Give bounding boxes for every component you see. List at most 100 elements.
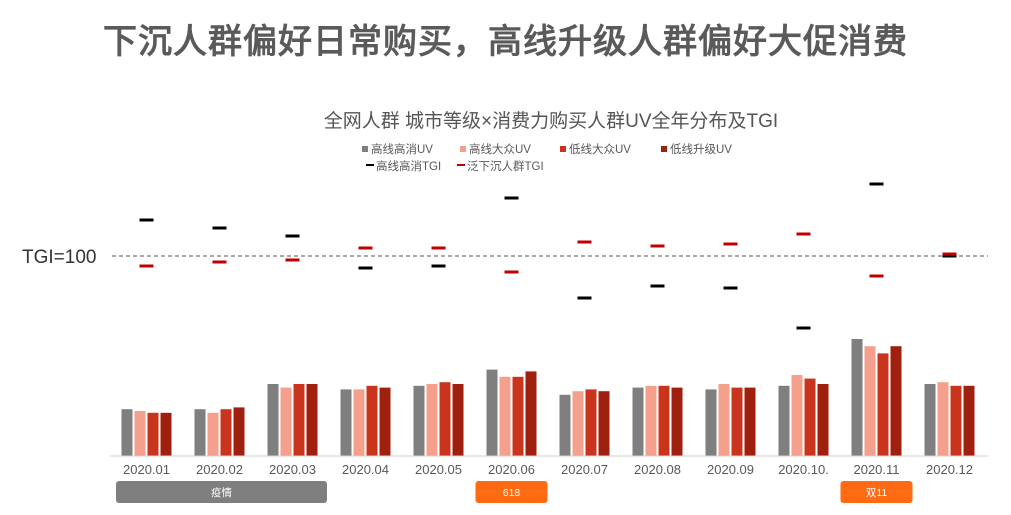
bar-2020.05-s2 bbox=[439, 382, 451, 456]
page-title: 下沉人群偏好日常购买，高线升级人群偏好大促消费 bbox=[103, 23, 908, 61]
x-tick-labels: 2020.01 2020.02 2020.03 2020.04 2020.05 2020.… bbox=[123, 462, 973, 477]
tgi-marker-2020.10.-s0 bbox=[796, 326, 811, 330]
tgi-marker-2020.11-s0 bbox=[869, 182, 884, 186]
bar-2020.02-s2 bbox=[220, 409, 232, 456]
bar-2020.09-s2 bbox=[731, 387, 743, 456]
tgi-marker-2020.05-s0 bbox=[431, 264, 446, 268]
tgi-marker-2020.09-s1 bbox=[723, 242, 738, 246]
bars-layer bbox=[121, 339, 975, 456]
x-tick-label: 2020.12 bbox=[926, 462, 973, 477]
tgi-marker-2020.04-s1 bbox=[358, 246, 373, 250]
legend-swatch-1 bbox=[460, 146, 466, 152]
legend-label-1: 高线大众UV bbox=[469, 142, 531, 156]
x-tick-label: 2020.02 bbox=[196, 462, 243, 477]
tgi-marker-2020.01-s0 bbox=[139, 218, 154, 222]
bar-2020.06-s3 bbox=[525, 371, 537, 456]
event-label-2: 双11 bbox=[866, 487, 888, 499]
tgi-marker-2020.02-s0 bbox=[212, 226, 227, 230]
tgi-marker-2020.10.-s1 bbox=[796, 232, 811, 236]
bar-2020.07-s2 bbox=[585, 389, 597, 456]
x-tick-label: 2020.01 bbox=[123, 462, 170, 477]
event-labels: 疫情 618 双11 bbox=[116, 481, 913, 503]
tgi-marker-2020.12-s0 bbox=[942, 254, 957, 258]
legend-label-0: 高线高消UV bbox=[371, 142, 433, 156]
bar-2020.11-s0 bbox=[851, 339, 863, 456]
x-tick-label: 2020.04 bbox=[342, 462, 389, 477]
tgi-marker-2020.02-s1 bbox=[212, 260, 227, 264]
legend-label-3: 低线升级UV bbox=[670, 142, 732, 156]
event-box-1 bbox=[475, 481, 548, 503]
chart-title: 全网人群 城市等级×消费力购买人群UV全年分布及TGI bbox=[324, 110, 778, 132]
event-label-1: 618 bbox=[503, 487, 521, 499]
tgi-marker-2020.04-s0 bbox=[358, 266, 373, 270]
legend-swatch-0 bbox=[362, 146, 368, 152]
legend-label-tgi-1: 泛下沉人群TGI bbox=[467, 159, 544, 173]
bar-2020.03-s3 bbox=[306, 384, 318, 456]
legend-label-2: 低线大众UV bbox=[569, 142, 631, 156]
x-tick-label: 2020.06 bbox=[488, 462, 535, 477]
legend-swatch-tgi-0 bbox=[366, 164, 374, 166]
bar-2020.06-s1 bbox=[499, 376, 511, 456]
bar-2020.11-s3 bbox=[890, 346, 902, 456]
tgi-marker-2020.07-s0 bbox=[577, 296, 592, 300]
tgi-marker-2020.08-s1 bbox=[650, 244, 665, 248]
bar-2020.12-s1 bbox=[937, 382, 949, 456]
bar-2020.03-s0 bbox=[267, 384, 279, 456]
bar-2020.03-s2 bbox=[293, 384, 305, 456]
event-box-2 bbox=[840, 481, 913, 503]
bar-2020.09-s3 bbox=[744, 387, 756, 456]
bar-2020.04-s0 bbox=[340, 389, 352, 456]
x-tick-label: 2020.11 bbox=[853, 462, 899, 477]
bar-2020.08-s3 bbox=[671, 387, 683, 456]
legend-swatch-tgi-1 bbox=[457, 164, 465, 166]
legend-label-tgi-0: 高线高消TGI bbox=[376, 159, 441, 173]
bar-2020.12-s3 bbox=[963, 385, 975, 456]
tgi-marker-2020.09-s0 bbox=[723, 286, 738, 290]
reference-line-label: TGI=100 bbox=[22, 247, 96, 268]
bar-2020.12-s2 bbox=[950, 385, 962, 456]
bar-2020.01-s0 bbox=[121, 409, 133, 456]
x-tick-label: 2020.05 bbox=[415, 462, 462, 477]
bar-2020.11-s1 bbox=[864, 346, 876, 456]
tgi-marker-2020.08-s0 bbox=[650, 284, 665, 288]
bar-2020.04-s2 bbox=[366, 385, 378, 456]
tgi-marker-2020.01-s1 bbox=[139, 264, 154, 268]
tgi-marker-2020.06-s0 bbox=[504, 196, 519, 200]
bar-2020.08-s1 bbox=[645, 385, 657, 456]
event-label-0: 疫情 bbox=[211, 486, 232, 499]
tgi-marker-2020.03-s1 bbox=[285, 258, 300, 262]
legend: 高线高消UV 高线大众UV 低线大众UV 低线升级UV 高线高消TGI 泛下沉人… bbox=[362, 142, 732, 173]
bar-2020.05-s1 bbox=[426, 384, 438, 456]
bar-2020.10.-s3 bbox=[817, 384, 829, 456]
bar-2020.12-s0 bbox=[924, 384, 936, 456]
bar-2020.02-s0 bbox=[194, 409, 206, 456]
tgi-marker-2020.11-s1 bbox=[869, 274, 884, 278]
tgi-marker-2020.03-s0 bbox=[285, 234, 300, 238]
tgi-marker-2020.12-s1 bbox=[942, 252, 957, 256]
bar-2020.08-s0 bbox=[632, 387, 644, 456]
x-tick-label: 2020.07 bbox=[561, 462, 608, 477]
bar-2020.10.-s2 bbox=[804, 378, 816, 456]
bar-2020.01-s1 bbox=[134, 411, 146, 456]
bar-2020.03-s1 bbox=[280, 387, 292, 456]
bar-2020.05-s3 bbox=[452, 384, 464, 456]
bar-2020.08-s2 bbox=[658, 385, 670, 456]
legend-swatch-2 bbox=[560, 146, 566, 152]
bar-2020.01-s3 bbox=[160, 412, 172, 456]
bar-2020.09-s0 bbox=[705, 389, 717, 456]
bar-2020.07-s0 bbox=[559, 394, 571, 456]
bar-2020.02-s1 bbox=[207, 412, 219, 456]
bar-2020.04-s3 bbox=[379, 387, 391, 456]
bar-2020.10.-s1 bbox=[791, 375, 803, 456]
tgi-marker-2020.05-s1 bbox=[431, 246, 446, 250]
reference-line-group: TGI=100 bbox=[22, 247, 988, 268]
x-tick-label: 2020.03 bbox=[269, 462, 316, 477]
x-tick-label: 2020.09 bbox=[707, 462, 754, 477]
bar-2020.05-s0 bbox=[413, 385, 425, 456]
bar-2020.09-s1 bbox=[718, 384, 730, 456]
bar-2020.10.-s0 bbox=[778, 385, 790, 456]
x-tick-label: 2020.08 bbox=[634, 462, 681, 477]
bar-2020.04-s1 bbox=[353, 389, 365, 456]
bar-2020.06-s0 bbox=[486, 369, 498, 456]
